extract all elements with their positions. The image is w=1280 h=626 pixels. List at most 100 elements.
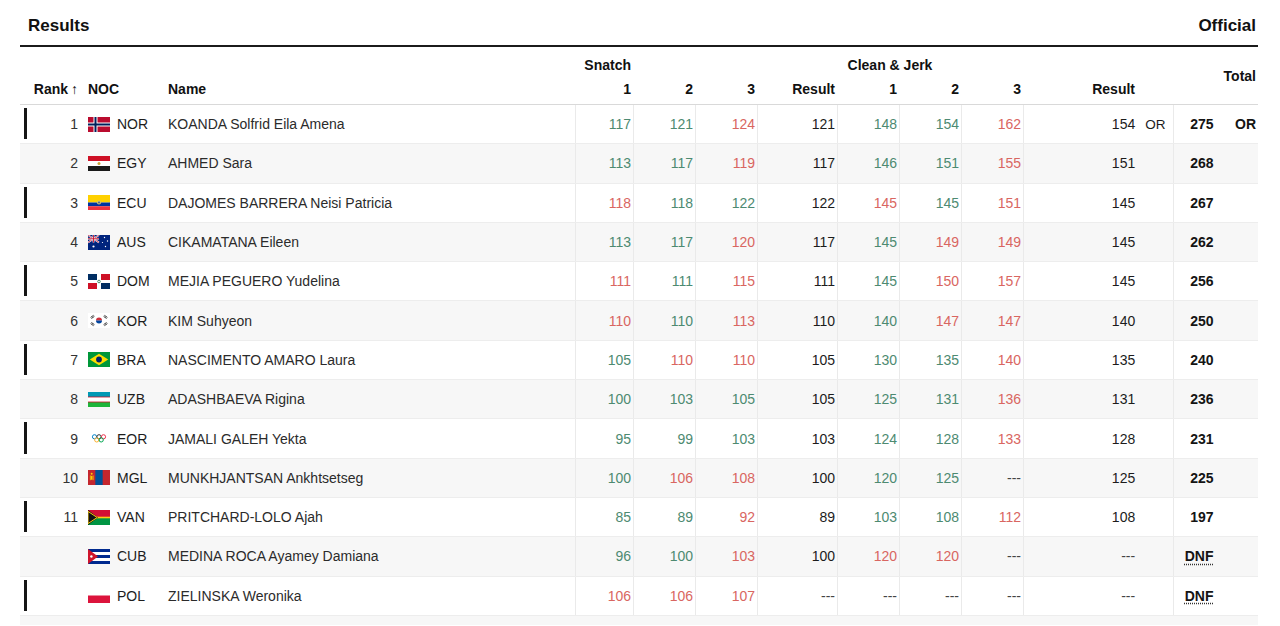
- cj-attempt-1: 124: [837, 419, 899, 457]
- result-row[interactable]: 5 DOM MEJIA PEGUERO Yudelina 111 111 115…: [20, 262, 1258, 301]
- cj-result-group: 154 OR: [1023, 105, 1173, 143]
- snatch-attempt-3: 103: [695, 537, 757, 575]
- cj-attempt-3: 162: [961, 105, 1023, 143]
- total-value: 250: [1174, 313, 1214, 329]
- status-badge: Official: [1198, 16, 1256, 36]
- snatch-attempt-2: 117: [633, 144, 695, 182]
- athlete-name: NASCIMENTO AMARO Laura: [168, 341, 575, 379]
- snatch-attempt-2: 111: [633, 262, 695, 300]
- cj-result-group: 145: [1023, 184, 1173, 222]
- cj-result-group: 128: [1023, 419, 1173, 457]
- result-row[interactable]: 8 UZB ADASHBAEVA Rigina 100 103 105 105 …: [20, 380, 1258, 419]
- total-group: 268: [1173, 144, 1258, 182]
- cj-attempt-1: 103: [837, 498, 899, 536]
- snatch-attempt-2: 89: [633, 498, 695, 536]
- snatch-result: 117: [757, 223, 837, 261]
- snatch-attempt-3: 92: [695, 498, 757, 536]
- result-row[interactable]: POL ZIELINSKA Weronika 106 106 107 --- -…: [20, 577, 1258, 616]
- rank-cell: 7: [20, 341, 78, 379]
- rank-cell: 10: [20, 459, 78, 497]
- total-value: 267: [1174, 195, 1214, 211]
- snatch-attempt-3: 119: [695, 144, 757, 182]
- cj-attempt-1: 145: [837, 184, 899, 222]
- snatch-attempt-3: 108: [695, 459, 757, 497]
- result-row[interactable]: 9 EOR JAMALI GALEH Yekta 95 99 103 103 1…: [20, 419, 1258, 458]
- noc-cell: UZB: [78, 380, 168, 418]
- cj-attempt-3: 140: [961, 341, 1023, 379]
- athlete-name: JAMALI GALEH Yekta: [168, 419, 575, 457]
- snatch-attempt-3: 105: [695, 380, 757, 418]
- total-value: DNF: [1174, 548, 1214, 564]
- cj-result: 145: [1024, 273, 1137, 289]
- cj-record-badge: OR: [1137, 117, 1173, 132]
- cj-attempt-3: 157: [961, 262, 1023, 300]
- result-row[interactable]: 3 ECU DAJOMES BARRERA Neisi Patricia 118…: [20, 184, 1258, 223]
- column-header-cj-2: 2: [899, 81, 961, 97]
- page-title: Results: [28, 16, 89, 36]
- snatch-result: 100: [757, 459, 837, 497]
- athlete-name: CIKAMATANA Eileen: [168, 223, 575, 261]
- noc-code: KOR: [117, 313, 147, 329]
- noc-cell: DOM: [78, 262, 168, 300]
- result-row[interactable]: 11 VAN PRITCHARD-LOLO Ajah 85 89 92 89 1…: [20, 498, 1258, 537]
- athlete-name: PRITCHARD-LOLO Ajah: [168, 498, 575, 536]
- noc-cell: VAN: [78, 498, 168, 536]
- result-row[interactable]: 7 BRA NASCIMENTO AMARO Laura 105 110 110…: [20, 341, 1258, 380]
- flag-icon: [88, 549, 110, 564]
- noc-cell: EGY: [78, 144, 168, 182]
- noc-cell: ECU: [78, 184, 168, 222]
- result-row[interactable]: 10 MGL MUNKHJANTSAN Ankhtsetseg 100 106 …: [20, 459, 1258, 498]
- result-row[interactable]: 4 AUS CIKAMATANA Eileen 113 117 120 117 …: [20, 223, 1258, 262]
- rank-cell: 1: [20, 105, 78, 143]
- noc-cell: CUB: [78, 537, 168, 575]
- sort-ascending-icon: ↑: [68, 81, 78, 97]
- noc-code: VAN: [117, 509, 145, 525]
- cj-result: 151: [1024, 155, 1137, 171]
- total-group: 250: [1173, 301, 1258, 339]
- column-header-rank[interactable]: Rank↑: [20, 81, 78, 97]
- noc-cell: BRA: [78, 341, 168, 379]
- rank-cell: 4: [20, 223, 78, 261]
- result-row[interactable]: 1 NOR KOANDA Solfrid Eila Amena 117 121 …: [20, 105, 1258, 144]
- cj-attempt-3: 136: [961, 380, 1023, 418]
- result-row[interactable]: 6 KOR KIM Suhyeon 110 110 113 110 140 14…: [20, 301, 1258, 340]
- noc-code: AUS: [117, 234, 146, 250]
- result-row[interactable]: CUB MEDINA ROCA Ayamey Damiana 96 100 10…: [20, 537, 1258, 576]
- cj-attempt-1: 120: [837, 537, 899, 575]
- total-value: 256: [1174, 273, 1214, 289]
- cj-attempt-3: 155: [961, 144, 1023, 182]
- cj-result-group: 140: [1023, 301, 1173, 339]
- flag-icon: [88, 156, 110, 171]
- snatch-result: 105: [757, 380, 837, 418]
- result-row[interactable]: 2 EGY AHMED Sara 113 117 119 117 146 151…: [20, 144, 1258, 183]
- cj-result-group: 151: [1023, 144, 1173, 182]
- cj-result: 131: [1024, 391, 1137, 407]
- cj-attempt-3: 149: [961, 223, 1023, 261]
- athlete-name: MEDINA ROCA Ayamey Damiana: [168, 537, 575, 575]
- snatch-attempt-3: 124: [695, 105, 757, 143]
- cj-result: 145: [1024, 195, 1137, 211]
- cj-result-group: ---: [1023, 577, 1173, 615]
- noc-code: ECU: [117, 195, 147, 211]
- flag-icon: [88, 195, 110, 210]
- snatch-attempt-1: 113: [575, 223, 633, 261]
- total-value: 197: [1174, 509, 1214, 525]
- rank-cell: 9: [20, 419, 78, 457]
- snatch-attempt-1: 100: [575, 459, 633, 497]
- snatch-result: 117: [757, 144, 837, 182]
- snatch-attempt-1: 111: [575, 262, 633, 300]
- total-value: 225: [1174, 470, 1214, 486]
- snatch-attempt-2: 110: [633, 341, 695, 379]
- cj-attempt-1: 130: [837, 341, 899, 379]
- flag-icon: [88, 235, 110, 250]
- cj-result: 125: [1024, 470, 1137, 486]
- snatch-attempt-1: 106: [575, 577, 633, 615]
- total-group: 267: [1173, 184, 1258, 222]
- noc-code: POL: [117, 588, 145, 604]
- cj-attempt-2: 120: [899, 537, 961, 575]
- cj-result: 140: [1024, 313, 1137, 329]
- snatch-attempt-2: 121: [633, 105, 695, 143]
- athlete-name: KOANDA Solfrid Eila Amena: [168, 105, 575, 143]
- snatch-attempt-3: 122: [695, 184, 757, 222]
- rank-cell: 3: [20, 184, 78, 222]
